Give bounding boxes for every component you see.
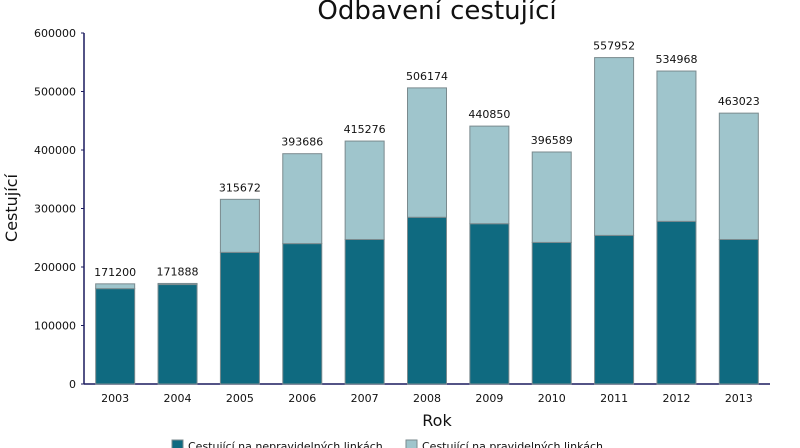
bar-segment-2011-s0 [594, 234, 635, 385]
bar-segment-2013-s1 [718, 112, 759, 241]
bar-segment-2013-s0 [718, 239, 759, 385]
x-tick-label: 2011 [600, 392, 628, 405]
x-tick-label: 2008 [413, 392, 441, 405]
data-label-2013: 463023 [718, 95, 760, 108]
y-tick-label: 400000 [34, 144, 76, 157]
legend-swatch-1 [405, 439, 418, 448]
y-axis-label: Cestující [2, 174, 21, 242]
bar-segment-2010-s1 [531, 151, 572, 243]
bar-segment-2011-s1 [594, 57, 635, 236]
legend-entry-0: Cestující na nepravidelných linkách [188, 440, 383, 448]
bar-segment-2006-s1 [282, 153, 323, 245]
data-label-2008: 506174 [406, 70, 448, 83]
data-label-2009: 440850 [468, 108, 510, 121]
x-tick-label: 2003 [101, 392, 129, 405]
y-tick-label: 200000 [34, 261, 76, 274]
x-tick-label: 2013 [725, 392, 753, 405]
bar-segment-2010-s0 [531, 241, 572, 385]
bar-segment-2007-s0 [344, 239, 385, 385]
bar-segment-2004-s1 [157, 282, 198, 286]
y-tick-label: 300000 [34, 203, 76, 216]
x-tick-label: 2007 [351, 392, 379, 405]
legend-entry-1: Cestující na pravidelných linkách [422, 440, 603, 448]
y-tick-label: 0 [69, 378, 76, 391]
bar-segment-2003-s1 [95, 283, 136, 290]
data-label-2006: 393686 [281, 136, 323, 149]
y-tick-label: 500000 [34, 86, 76, 99]
legend: Cestující na nepravidelných linkách Cestu… [171, 439, 603, 448]
data-label-2010: 396589 [531, 134, 573, 147]
bar-segment-2005-s0 [219, 251, 260, 385]
x-axis-label: Rok [422, 411, 452, 430]
data-label-2003: 171200 [94, 266, 136, 279]
data-label-2012: 534968 [655, 53, 697, 66]
data-label-2011: 557952 [593, 40, 635, 53]
x-tick-label: 2006 [288, 392, 316, 405]
bar-segment-2008-s1 [407, 87, 447, 218]
data-label-2007: 415276 [344, 123, 386, 136]
x-tick-label: 2005 [226, 392, 254, 405]
bar-segment-2009-s1 [469, 125, 510, 225]
chart-title: Odbavení cestující [317, 0, 557, 26]
bar-segment-2006-s0 [282, 243, 323, 385]
data-label-2005: 315672 [219, 181, 261, 194]
bar-segment-2012-s0 [656, 220, 697, 385]
bar-segment-2003-s0 [95, 288, 136, 385]
bar-segment-2005-s1 [219, 198, 260, 253]
bar-segment-2007-s1 [344, 140, 385, 241]
data-label-2004: 171888 [157, 265, 199, 278]
bar-segment-2004-s0 [157, 284, 198, 385]
legend-swatch-0 [171, 439, 184, 448]
bar-segment-2012-s1 [656, 70, 697, 222]
y-tick-label: 600000 [34, 27, 76, 40]
x-tick-label: 2010 [538, 392, 566, 405]
x-tick-label: 2012 [662, 392, 690, 405]
bar-segment-2009-s0 [469, 223, 510, 385]
bar-segment-2008-s0 [407, 216, 447, 385]
y-tick-label: 100000 [34, 320, 76, 333]
x-tick-label: 2004 [164, 392, 192, 405]
x-tick-label: 2009 [475, 392, 503, 405]
